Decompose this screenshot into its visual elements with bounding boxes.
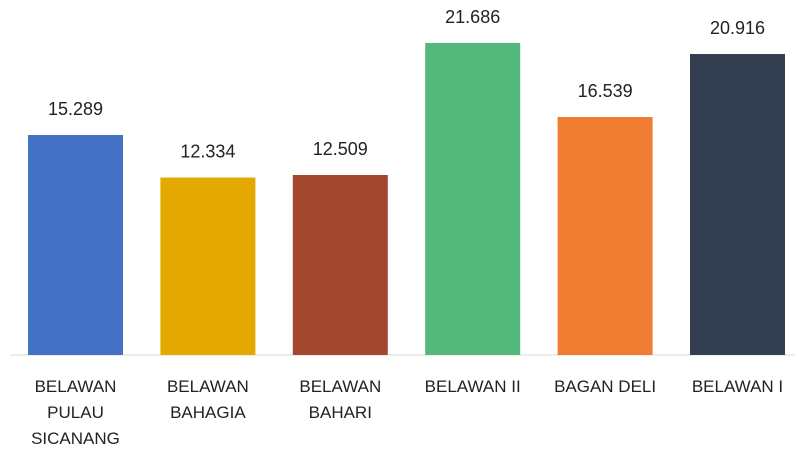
- value-label: 21.686: [445, 7, 500, 27]
- bar: [28, 134, 123, 355]
- bar: [690, 54, 785, 355]
- value-label: 20.916: [710, 18, 765, 38]
- value-label: 12.334: [180, 142, 235, 162]
- x-tick-label: BELAWAN PULAU SICANANG: [31, 377, 120, 448]
- bar: [160, 177, 256, 355]
- value-label: 16.539: [578, 81, 633, 101]
- x-tick-label: BELAWAN BAHAGIA: [166, 377, 249, 422]
- x-tick-label: BELAWAN II: [424, 377, 521, 396]
- bar: [557, 117, 653, 356]
- x-tick-label: BELAWAN BAHARI: [299, 377, 382, 422]
- value-label: 12.509: [313, 139, 368, 159]
- value-label: 15.289: [48, 99, 103, 119]
- bar: [292, 174, 388, 355]
- bar: [425, 42, 521, 355]
- x-tick-label: BELAWAN I: [691, 377, 784, 396]
- x-tick-label: BAGAN DELI: [554, 377, 657, 396]
